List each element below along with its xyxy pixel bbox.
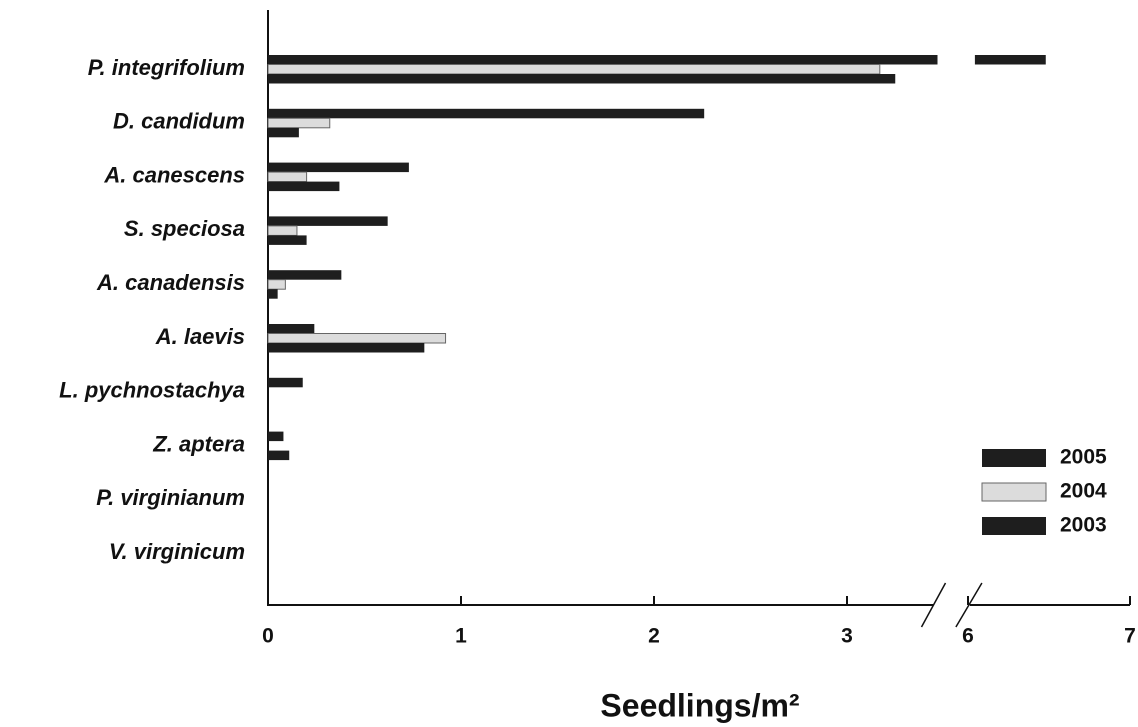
bar: [267, 171, 308, 183]
bar: [267, 279, 286, 290]
bar: [268, 431, 284, 442]
bar: [268, 450, 290, 461]
y-tick-label: V. virginicum: [109, 539, 245, 564]
legend-swatch: [982, 517, 1046, 535]
y-tick-label: L. pychnostachya: [59, 378, 245, 403]
y-tick-label: A. canescens: [103, 162, 245, 187]
bar: [268, 74, 896, 84]
bar: [268, 162, 409, 173]
bar: [268, 55, 938, 65]
y-tick-label: A. laevis: [155, 324, 245, 349]
y-tick-label: A. canadensis: [96, 270, 245, 295]
bar: [268, 343, 425, 353]
y-tick-label: Z. aptera: [152, 431, 245, 456]
x-tick-label: 0: [262, 625, 274, 648]
legend-swatch: [982, 449, 1046, 467]
axis-break: [920, 582, 947, 628]
bar: [268, 377, 303, 388]
bar: [974, 55, 1046, 65]
bar: [267, 117, 331, 129]
bar: [268, 235, 307, 245]
x-tick-label: 6: [962, 625, 974, 648]
y-tick-label: D. candidum: [113, 109, 245, 134]
bar: [267, 225, 298, 236]
bar: [268, 270, 342, 280]
bar: [267, 64, 881, 75]
bar: [268, 127, 299, 138]
bar: [268, 181, 340, 192]
bar: [267, 333, 447, 344]
legend-label: 2005: [1060, 446, 1107, 469]
y-tick-label: S. speciosa: [124, 216, 245, 241]
bar: [268, 324, 315, 334]
x-tick-label: 3: [841, 625, 853, 648]
x-tick-label: 2: [648, 625, 660, 648]
legend-label: 2003: [1060, 514, 1107, 537]
y-tick-label: P. integrifolium: [88, 55, 245, 80]
legend-label: 2004: [1060, 480, 1107, 503]
y-tick-label: P. virginianum: [96, 485, 245, 510]
legend-swatch: [981, 482, 1047, 502]
bar: [268, 289, 278, 299]
x-tick-label: 7: [1124, 625, 1136, 648]
bar: [268, 216, 388, 226]
x-axis-label: Seedlings/m²: [600, 687, 799, 723]
x-tick-label: 1: [455, 625, 467, 648]
bar: [268, 108, 705, 119]
